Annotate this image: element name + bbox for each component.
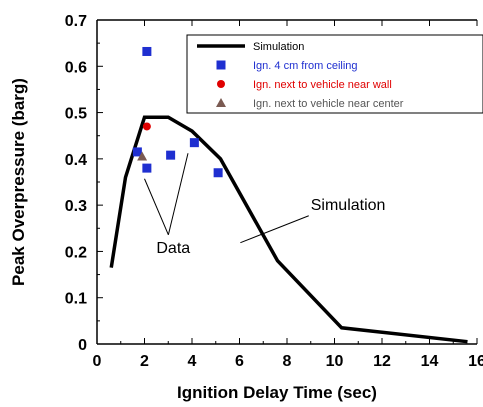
y-tick-label: 0.6 bbox=[65, 59, 87, 76]
annotation-simulation: Simulation bbox=[311, 197, 386, 214]
y-tick-label: 0.4 bbox=[65, 152, 87, 169]
y-tick-label: 0.1 bbox=[65, 291, 87, 308]
x-tick-label: 6 bbox=[235, 353, 244, 370]
data-point-ceiling bbox=[132, 147, 142, 157]
y-tick-label: 0.7 bbox=[65, 13, 87, 30]
y-tick-label: 0.5 bbox=[65, 106, 87, 123]
x-tick-label: 10 bbox=[326, 353, 344, 370]
x-tick-label: 16 bbox=[468, 353, 483, 370]
legend-label: Ign. next to vehicle near wall bbox=[253, 79, 392, 91]
x-tick-label: 2 bbox=[140, 353, 149, 370]
data-point-near-center bbox=[137, 151, 148, 161]
legend-label: Ign. 4 cm from ceiling bbox=[253, 60, 358, 72]
x-tick-label: 8 bbox=[283, 353, 292, 370]
annotation-data: Data bbox=[156, 240, 190, 257]
data-point-ceiling bbox=[142, 46, 152, 56]
y-tick-label: 0.3 bbox=[65, 198, 87, 215]
legend-symbol-ceiling bbox=[216, 60, 226, 70]
x-axis-title: Ignition Delay Time (sec) bbox=[177, 383, 377, 402]
legend-label: Ign. next to vehicle near center bbox=[253, 98, 404, 110]
simulation-line bbox=[109, 115, 468, 344]
legend-symbol-near-center bbox=[216, 98, 226, 107]
y-axis-title: Peak Overpressure (barg) bbox=[9, 78, 28, 286]
x-tick-label: 14 bbox=[421, 353, 439, 370]
data-point-ceiling bbox=[142, 163, 152, 173]
data-point-ceiling bbox=[213, 168, 223, 178]
x-tick-label: 4 bbox=[188, 353, 197, 370]
annotation-simulation-pointer bbox=[240, 215, 309, 244]
x-tick-label: 12 bbox=[373, 353, 391, 370]
annotation-data-pointer bbox=[144, 178, 169, 235]
legend-label: Simulation bbox=[253, 41, 304, 53]
legend-symbol-near-wall bbox=[217, 80, 225, 88]
data-point-near-wall bbox=[142, 122, 151, 131]
legend-box bbox=[186, 34, 483, 114]
x-tick-label: 0 bbox=[93, 353, 102, 370]
annotation-data-pointer bbox=[167, 153, 189, 235]
y-tick-label: 0.2 bbox=[65, 244, 87, 261]
data-point-ceiling bbox=[166, 150, 176, 160]
data-point-ceiling bbox=[189, 138, 199, 148]
y-tick-label: 0 bbox=[78, 337, 87, 354]
